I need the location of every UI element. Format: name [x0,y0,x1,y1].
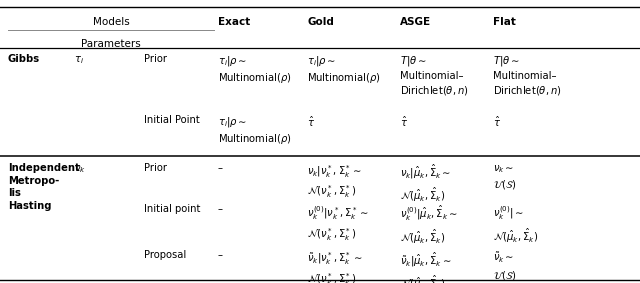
Text: $\tilde{\nu}_k \sim$
$\mathcal{U}(\mathcal{S})$: $\tilde{\nu}_k \sim$ $\mathcal{U}(\mathc… [493,250,516,282]
Text: $\nu_k|\nu^*_k, \Sigma^*_k \sim$
$\mathcal{N}(\nu^*_k, \Sigma^*_k)$: $\nu_k|\nu^*_k, \Sigma^*_k \sim$ $\mathc… [307,163,362,200]
Text: $\nu_k \sim$
$\mathcal{U}(\mathcal{S})$: $\nu_k \sim$ $\mathcal{U}(\mathcal{S})$ [493,163,516,191]
Text: Initial point: Initial point [144,204,200,214]
Text: $\tau_i|\rho \sim$
Multinomial$(\rho)$: $\tau_i|\rho \sim$ Multinomial$(\rho)$ [307,54,381,85]
Text: $\tau_i|\rho \sim$
Multinomial$(\rho)$: $\tau_i|\rho \sim$ Multinomial$(\rho)$ [218,54,291,85]
Text: Initial Point: Initial Point [144,115,200,125]
Text: $\hat{\tau}$: $\hat{\tau}$ [307,115,316,129]
Text: $\nu^{(0)}_k| \sim$
$\mathcal{N}(\hat{\mu}_k, \hat{\Sigma}_k)$: $\nu^{(0)}_k| \sim$ $\mathcal{N}(\hat{\m… [493,204,538,245]
Text: $\hat{\tau}$: $\hat{\tau}$ [493,115,501,129]
Text: Gibbs: Gibbs [8,54,40,64]
Text: Flat: Flat [493,17,516,27]
Text: Gold: Gold [307,17,334,27]
Text: Independent
Metropo-
lis
Hasting: Independent Metropo- lis Hasting [8,163,79,211]
Text: $\hat{\tau}$: $\hat{\tau}$ [400,115,408,129]
Text: Prior: Prior [144,163,167,173]
Text: Proposal: Proposal [144,250,186,260]
Text: $T|\theta \sim$
Multinomial–
Dirichlet$(\theta, n)$: $T|\theta \sim$ Multinomial– Dirichlet$(… [400,54,468,97]
Text: $T|\theta \sim$
Multinomial–
Dirichlet$(\theta, n)$: $T|\theta \sim$ Multinomial– Dirichlet$(… [493,54,561,97]
Text: $\tau_i|\rho \sim$
Multinomial$(\rho)$: $\tau_i|\rho \sim$ Multinomial$(\rho)$ [218,115,291,146]
Text: $\tau_i$: $\tau_i$ [74,54,84,66]
Text: $\tilde{\nu}_k|\hat{\mu}_k, \hat{\Sigma}_k \sim$
$\mathcal{N}(\hat{\mu}_k, \hat{: $\tilde{\nu}_k|\hat{\mu}_k, \hat{\Sigma}… [400,250,451,283]
Text: –: – [218,250,223,260]
Text: $\nu^{(0)}_k|\nu^*_k, \Sigma^*_k \sim$
$\mathcal{N}(\nu^*_k, \Sigma^*_k)$: $\nu^{(0)}_k|\nu^*_k, \Sigma^*_k \sim$ $… [307,204,369,243]
Text: –: – [218,204,223,214]
Text: Exact: Exact [218,17,250,27]
Text: $\nu_k$: $\nu_k$ [74,163,86,175]
Text: –: – [218,163,223,173]
Text: $\tilde{\nu}_k|\nu^*_k, \Sigma^*_k \sim$
$\mathcal{N}(\nu^*_k, \Sigma^*_k)$: $\tilde{\nu}_k|\nu^*_k, \Sigma^*_k \sim$… [307,250,363,283]
Text: Prior: Prior [144,54,167,64]
Text: Parameters: Parameters [81,39,141,49]
Text: $\nu_k|\hat{\mu}_k, \hat{\Sigma}_k \sim$
$\mathcal{N}(\hat{\mu}_k, \hat{\Sigma}_: $\nu_k|\hat{\mu}_k, \hat{\Sigma}_k \sim$… [400,163,451,204]
Text: Models: Models [93,17,129,27]
Text: ASGE: ASGE [400,17,431,27]
Text: $\nu^{(0)}_k|\hat{\mu}_k, \hat{\Sigma}_k \sim$
$\mathcal{N}(\hat{\mu}_k, \hat{\S: $\nu^{(0)}_k|\hat{\mu}_k, \hat{\Sigma}_k… [400,204,458,246]
